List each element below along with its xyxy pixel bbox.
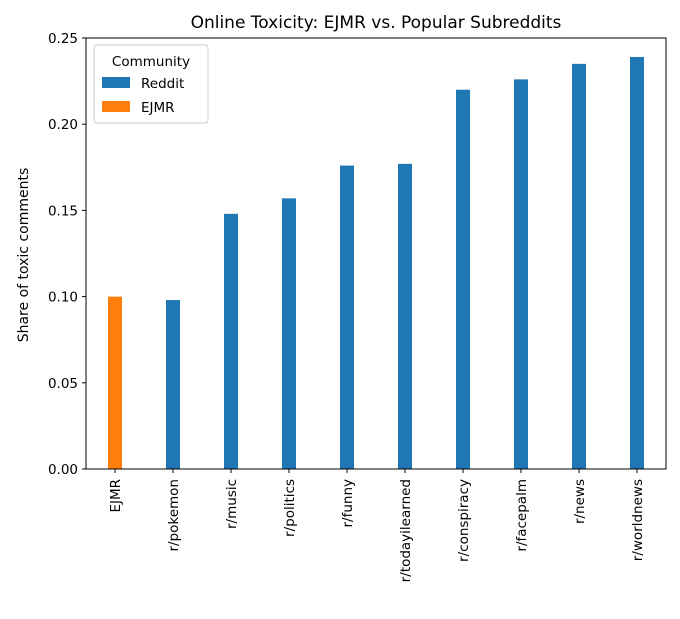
legend-label-ejmr: EJMR (141, 100, 175, 116)
x-tick-label: r/politics (282, 479, 298, 537)
plot-frame (85, 37, 667, 470)
bar-reddit (514, 79, 528, 469)
y-tick-label: 0.10 (48, 290, 78, 306)
bar-reddit (456, 89, 470, 469)
bar-reddit (282, 198, 296, 469)
legend-label-reddit: Reddit (141, 76, 184, 92)
legend-swatch-ejmr (102, 101, 130, 112)
y-axis-label: Share of toxic comments (16, 168, 32, 343)
bar-ejmr (108, 296, 122, 469)
y-tick-label: 0.00 (48, 462, 78, 478)
bar-reddit (398, 163, 412, 470)
bar-reddit (572, 63, 586, 470)
y-tick-label: 0.25 (48, 31, 78, 47)
x-tick-label: r/facepalm (514, 479, 530, 552)
x-tick-label: r/conspiracy (456, 479, 472, 562)
x-tick-label: r/news (572, 479, 588, 524)
plot-area: 0.00 0.05 0.10 0.15 0.20 0.25 EJMR r/pokemon r/m… (48, 31, 646, 582)
bar-reddit (630, 56, 644, 470)
x-tick-label: EJMR (108, 479, 124, 513)
y-tick-label: 0.20 (48, 117, 78, 133)
x-tick-label: r/todayilearned (398, 479, 414, 582)
x-tick-label: r/pokemon (166, 479, 182, 552)
y-tick-label: 0.05 (48, 376, 78, 392)
legend: Community Reddit EJMR (93, 44, 209, 124)
bar-reddit (224, 213, 238, 469)
legend-title: Community (112, 54, 190, 70)
legend-swatch-reddit (102, 77, 130, 88)
y-tick-label: 0.15 (48, 203, 78, 219)
bar-reddit (166, 300, 180, 469)
x-tick-label: r/funny (340, 479, 356, 528)
x-tick-label: r/music (224, 479, 240, 529)
bar-reddit (340, 165, 354, 470)
chart-title: Online Toxicity: EJMR vs. Popular Subred… (191, 13, 562, 33)
x-tick-label: r/worldnews (630, 479, 646, 561)
